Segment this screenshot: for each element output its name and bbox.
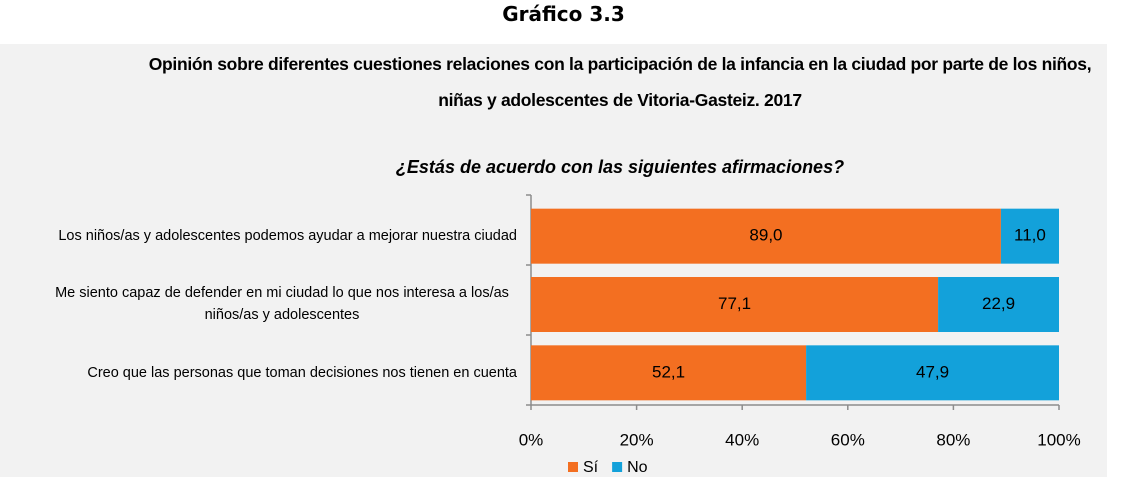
- x-tick-label: 60%: [831, 430, 865, 449]
- legend-swatch: [568, 462, 578, 472]
- value-label: 47,9: [916, 362, 949, 381]
- legend-swatch: [612, 462, 623, 472]
- value-label: 52,1: [652, 362, 685, 381]
- bar-segment: [806, 345, 1059, 401]
- value-label: 77,1: [718, 294, 751, 313]
- chart-subtitle: ¿Estás de acuerdo con las siguientes afi…: [395, 157, 845, 177]
- x-tick-label: 100%: [1037, 430, 1080, 449]
- chart-header: Gráfico 3.3: [502, 2, 625, 26]
- legend-label: Sí: [583, 459, 599, 476]
- bar-segment: [531, 345, 807, 401]
- value-label: 22,9: [982, 294, 1015, 313]
- category-label: Creo que las personas que toman decision…: [20, 339, 517, 407]
- legend-label: No: [627, 459, 648, 476]
- x-tick-label: 40%: [725, 430, 759, 449]
- chart-title: Opinión sobre diferentes cuestiones rela…: [148, 54, 1092, 110]
- value-label: 89,0: [749, 226, 782, 245]
- category-label-text: Creo que las personas que toman decision…: [87, 364, 517, 381]
- category-label: Me siento capaz de defender en mi ciudad…: [20, 270, 517, 338]
- bar-segment: [531, 277, 939, 332]
- category-label-text: Me siento capaz de defender en mi ciudad…: [55, 285, 509, 324]
- bar-segment: [1000, 208, 1059, 264]
- x-tick-label: 20%: [620, 430, 654, 449]
- bar-segment: [938, 277, 1059, 332]
- x-tick-label: 80%: [936, 430, 970, 449]
- category-label-text: Los niños/as y adolescentes podemos ayud…: [58, 228, 517, 245]
- value-label: 11,0: [1014, 226, 1046, 245]
- x-tick-label: 0%: [519, 430, 544, 449]
- bar-segment: [531, 208, 1001, 264]
- category-label: Los niños/as y adolescentes podemos ayud…: [20, 202, 517, 270]
